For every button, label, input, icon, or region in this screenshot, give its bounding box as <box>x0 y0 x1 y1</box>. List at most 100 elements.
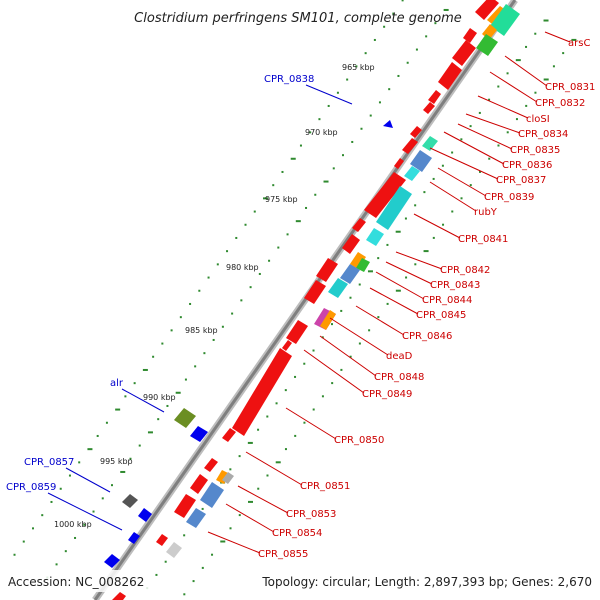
feature-cpr0832[interactable] <box>452 40 476 66</box>
feature-cpr0844[interactable] <box>350 252 366 269</box>
gene-label-forward[interactable]: CPR_0849 <box>362 389 412 400</box>
feature-red-low1[interactable] <box>190 474 208 494</box>
feature-cpr0839[interactable] <box>410 150 432 172</box>
gene-label-reverse[interactable]: CPR_0838 <box>264 74 314 85</box>
gc-dot <box>368 329 371 332</box>
feature-red-bottom[interactable] <box>112 592 126 600</box>
feature-ruby[interactable] <box>404 166 420 181</box>
gene-label-forward[interactable]: CPR_0835 <box>510 145 560 156</box>
feature-cpr0846[interactable] <box>328 278 348 298</box>
gc-dot <box>340 309 343 312</box>
feature-cpr0845[interactable] <box>340 264 360 284</box>
feature-cpr0849[interactable] <box>286 320 308 344</box>
gc-dot <box>349 296 352 299</box>
gc-dot <box>367 270 373 273</box>
gene-label-forward[interactable]: CPR_0836 <box>502 160 552 171</box>
gene-label-forward[interactable]: CPR_0834 <box>518 129 568 140</box>
feature-cpr0837[interactable] <box>422 136 438 151</box>
gene-label-forward[interactable]: CPR_0843 <box>430 280 480 291</box>
gc-dot <box>295 220 301 223</box>
gene-label-forward[interactable]: CPR_0844 <box>422 295 472 306</box>
gc-dot <box>221 325 224 328</box>
gene-label-reverse[interactable]: CPR_0857 <box>24 457 74 468</box>
gene-label-forward[interactable]: CPR_0832 <box>535 98 585 109</box>
gc-dot <box>147 431 153 434</box>
feature-cpr0854[interactable] <box>186 508 206 528</box>
gene-label-forward[interactable]: CPR_0845 <box>416 310 466 321</box>
gc-dot <box>142 368 148 371</box>
feature-cpr0857[interactable] <box>122 494 138 508</box>
gene-label-forward[interactable]: cloSI <box>526 114 550 125</box>
gc-dot <box>183 534 186 537</box>
feature-cpr0831[interactable] <box>463 28 477 43</box>
feature-cpr0848b[interactable] <box>320 310 336 330</box>
gc-dot <box>247 441 253 444</box>
feature-cpr0843[interactable] <box>342 234 360 254</box>
feature-red-low2[interactable] <box>174 494 196 518</box>
feature-cpr0855[interactable] <box>156 534 168 546</box>
feature-red-mid2[interactable] <box>394 158 404 169</box>
leader-line <box>305 84 353 105</box>
gene-label-forward[interactable]: CPR_0841 <box>458 234 508 245</box>
feature-cpr0850b[interactable] <box>222 428 236 442</box>
feature-cpr0834[interactable] <box>428 90 441 104</box>
feature-red-small[interactable] <box>282 340 292 351</box>
feature-cpr0857b[interactable] <box>138 508 152 522</box>
feature-orange-low[interactable] <box>216 470 230 484</box>
gene-label-forward[interactable]: CPR_0854 <box>272 528 322 539</box>
gc-dot <box>404 217 407 220</box>
gc-dot <box>133 382 136 385</box>
feature-cpr0844b[interactable] <box>356 258 370 272</box>
feature-cpr0838[interactable] <box>383 120 393 128</box>
feature-red-long1[interactable] <box>364 172 406 218</box>
feature-blue-low[interactable] <box>104 554 120 568</box>
gene-label-forward[interactable]: CPR_0851 <box>300 481 350 492</box>
feature-cpr0841b[interactable] <box>366 228 384 246</box>
leader-line <box>457 123 513 150</box>
gc-dot <box>432 177 435 180</box>
gene-label-forward[interactable]: CPR_0839 <box>484 192 534 203</box>
feature-cpr0851[interactable] <box>204 458 218 472</box>
gene-label-forward[interactable]: CPR_0831 <box>545 82 595 93</box>
feature-cpr0853[interactable] <box>200 482 224 508</box>
leader-line <box>429 147 499 180</box>
feature-closi[interactable] <box>438 62 462 90</box>
gene-label-forward[interactable]: deaD <box>386 351 413 362</box>
gene-label-reverse[interactable]: alr <box>110 378 124 389</box>
feature-grey-low[interactable] <box>222 472 234 484</box>
feature-red-mid1[interactable] <box>402 138 418 154</box>
feature-cpr0850[interactable] <box>232 348 292 436</box>
feature-alr[interactable] <box>174 408 196 428</box>
feature-cpr0842[interactable] <box>352 218 366 232</box>
gene-label-forward[interactable]: CPR_0846 <box>402 331 452 342</box>
gc-dot <box>258 272 261 275</box>
gene-label-forward[interactable]: CPR_0855 <box>258 549 308 560</box>
gene-label-forward[interactable]: CPR_0853 <box>286 509 336 520</box>
gene-label-forward[interactable]: CPR_0842 <box>440 265 490 276</box>
gc-dot <box>198 289 201 292</box>
feature-cpr0859[interactable] <box>128 532 140 544</box>
feature-arsC[interactable] <box>475 0 499 20</box>
gene-label-forward[interactable]: CPR_0848 <box>374 372 424 383</box>
gc-dot <box>68 474 71 477</box>
gc-dot <box>525 104 528 107</box>
feature-grey-low2[interactable] <box>166 542 182 558</box>
feature-dead[interactable] <box>316 258 338 282</box>
gene-label-reverse[interactable]: CPR_0859 <box>6 482 56 493</box>
feature-cpr0835[interactable] <box>423 102 435 114</box>
gene-label-forward[interactable]: arsC <box>568 38 590 49</box>
gc-dot <box>303 421 306 424</box>
feature-box-cyan-top[interactable] <box>490 4 520 36</box>
gc-dot <box>211 553 214 556</box>
feature-box-green-top[interactable] <box>476 34 498 56</box>
gc-dot <box>284 448 287 451</box>
feature-cpr0841[interactable] <box>376 186 412 230</box>
gc-dot <box>525 45 528 48</box>
gene-label-forward[interactable]: rubY <box>474 207 498 218</box>
feature-alr-b[interactable] <box>190 426 208 442</box>
gene-label-forward[interactable]: CPR_0850 <box>334 435 384 446</box>
feature-cpr0836[interactable] <box>410 126 422 138</box>
gene-label-forward[interactable]: CPR_0837 <box>496 175 546 186</box>
feature-red-mid3[interactable] <box>304 280 326 304</box>
